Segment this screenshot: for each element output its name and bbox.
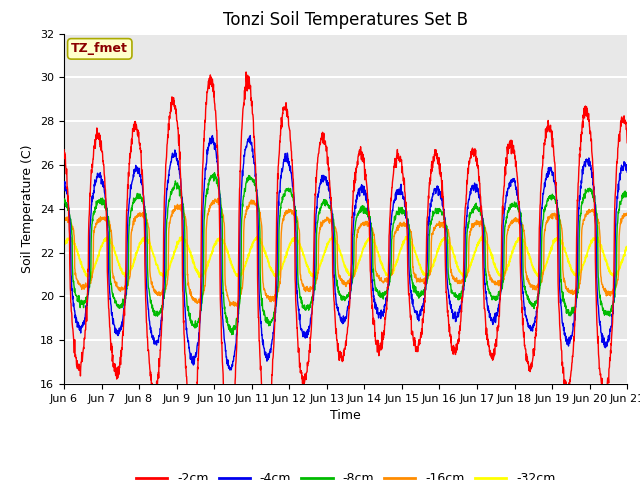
-32cm [510, 244, 518, 250]
-16cm [375, 273, 383, 279]
-16cm [232, 303, 240, 309]
-16cm [589, 209, 597, 215]
-4cm [362, 198, 370, 204]
-4cm [226, 367, 234, 373]
-8cm [574, 290, 582, 296]
-4cm [589, 187, 597, 192]
-16cm [510, 219, 518, 225]
Line: -4cm: -4cm [64, 135, 627, 370]
-2cm [362, 179, 370, 184]
Line: -2cm: -2cm [64, 72, 627, 435]
-8cm [211, 170, 218, 176]
-16cm [574, 286, 582, 292]
-4cm [217, 267, 225, 273]
-32cm [60, 243, 68, 249]
-8cm [375, 293, 383, 299]
-32cm [589, 235, 597, 241]
-32cm [196, 275, 204, 280]
-16cm [218, 206, 225, 212]
-4cm [60, 183, 68, 189]
-8cm [362, 211, 370, 216]
-16cm [362, 219, 370, 225]
Line: -16cm: -16cm [64, 198, 627, 306]
Y-axis label: Soil Temperature (C): Soil Temperature (C) [22, 144, 35, 273]
-8cm [510, 204, 518, 209]
-2cm [589, 180, 597, 186]
-16cm [60, 216, 68, 221]
Line: -8cm: -8cm [64, 173, 627, 335]
-8cm [623, 190, 631, 195]
-8cm [228, 332, 236, 337]
-4cm [246, 132, 254, 138]
-16cm [214, 195, 221, 201]
-4cm [574, 228, 582, 234]
-32cm [362, 240, 370, 246]
-32cm [374, 251, 382, 256]
-32cm [574, 272, 582, 277]
-4cm [510, 179, 518, 184]
-2cm [217, 313, 225, 319]
-32cm [623, 244, 631, 250]
-4cm [623, 169, 631, 175]
-32cm [478, 233, 486, 239]
-2cm [225, 432, 233, 438]
Title: Tonzi Soil Temperatures Set B: Tonzi Soil Temperatures Set B [223, 11, 468, 29]
-2cm [243, 69, 250, 75]
-2cm [623, 140, 631, 145]
-8cm [60, 200, 68, 205]
-32cm [218, 237, 225, 242]
-2cm [60, 147, 68, 153]
-4cm [375, 315, 383, 321]
X-axis label: Time: Time [330, 409, 361, 422]
-2cm [375, 343, 383, 349]
-8cm [218, 204, 225, 210]
-2cm [574, 189, 582, 195]
Legend: -2cm, -4cm, -8cm, -16cm, -32cm: -2cm, -4cm, -8cm, -16cm, -32cm [131, 467, 561, 480]
-8cm [589, 194, 597, 200]
Line: -32cm: -32cm [64, 236, 627, 277]
-16cm [623, 210, 631, 216]
-2cm [510, 148, 518, 154]
Text: TZ_fmet: TZ_fmet [71, 42, 128, 55]
